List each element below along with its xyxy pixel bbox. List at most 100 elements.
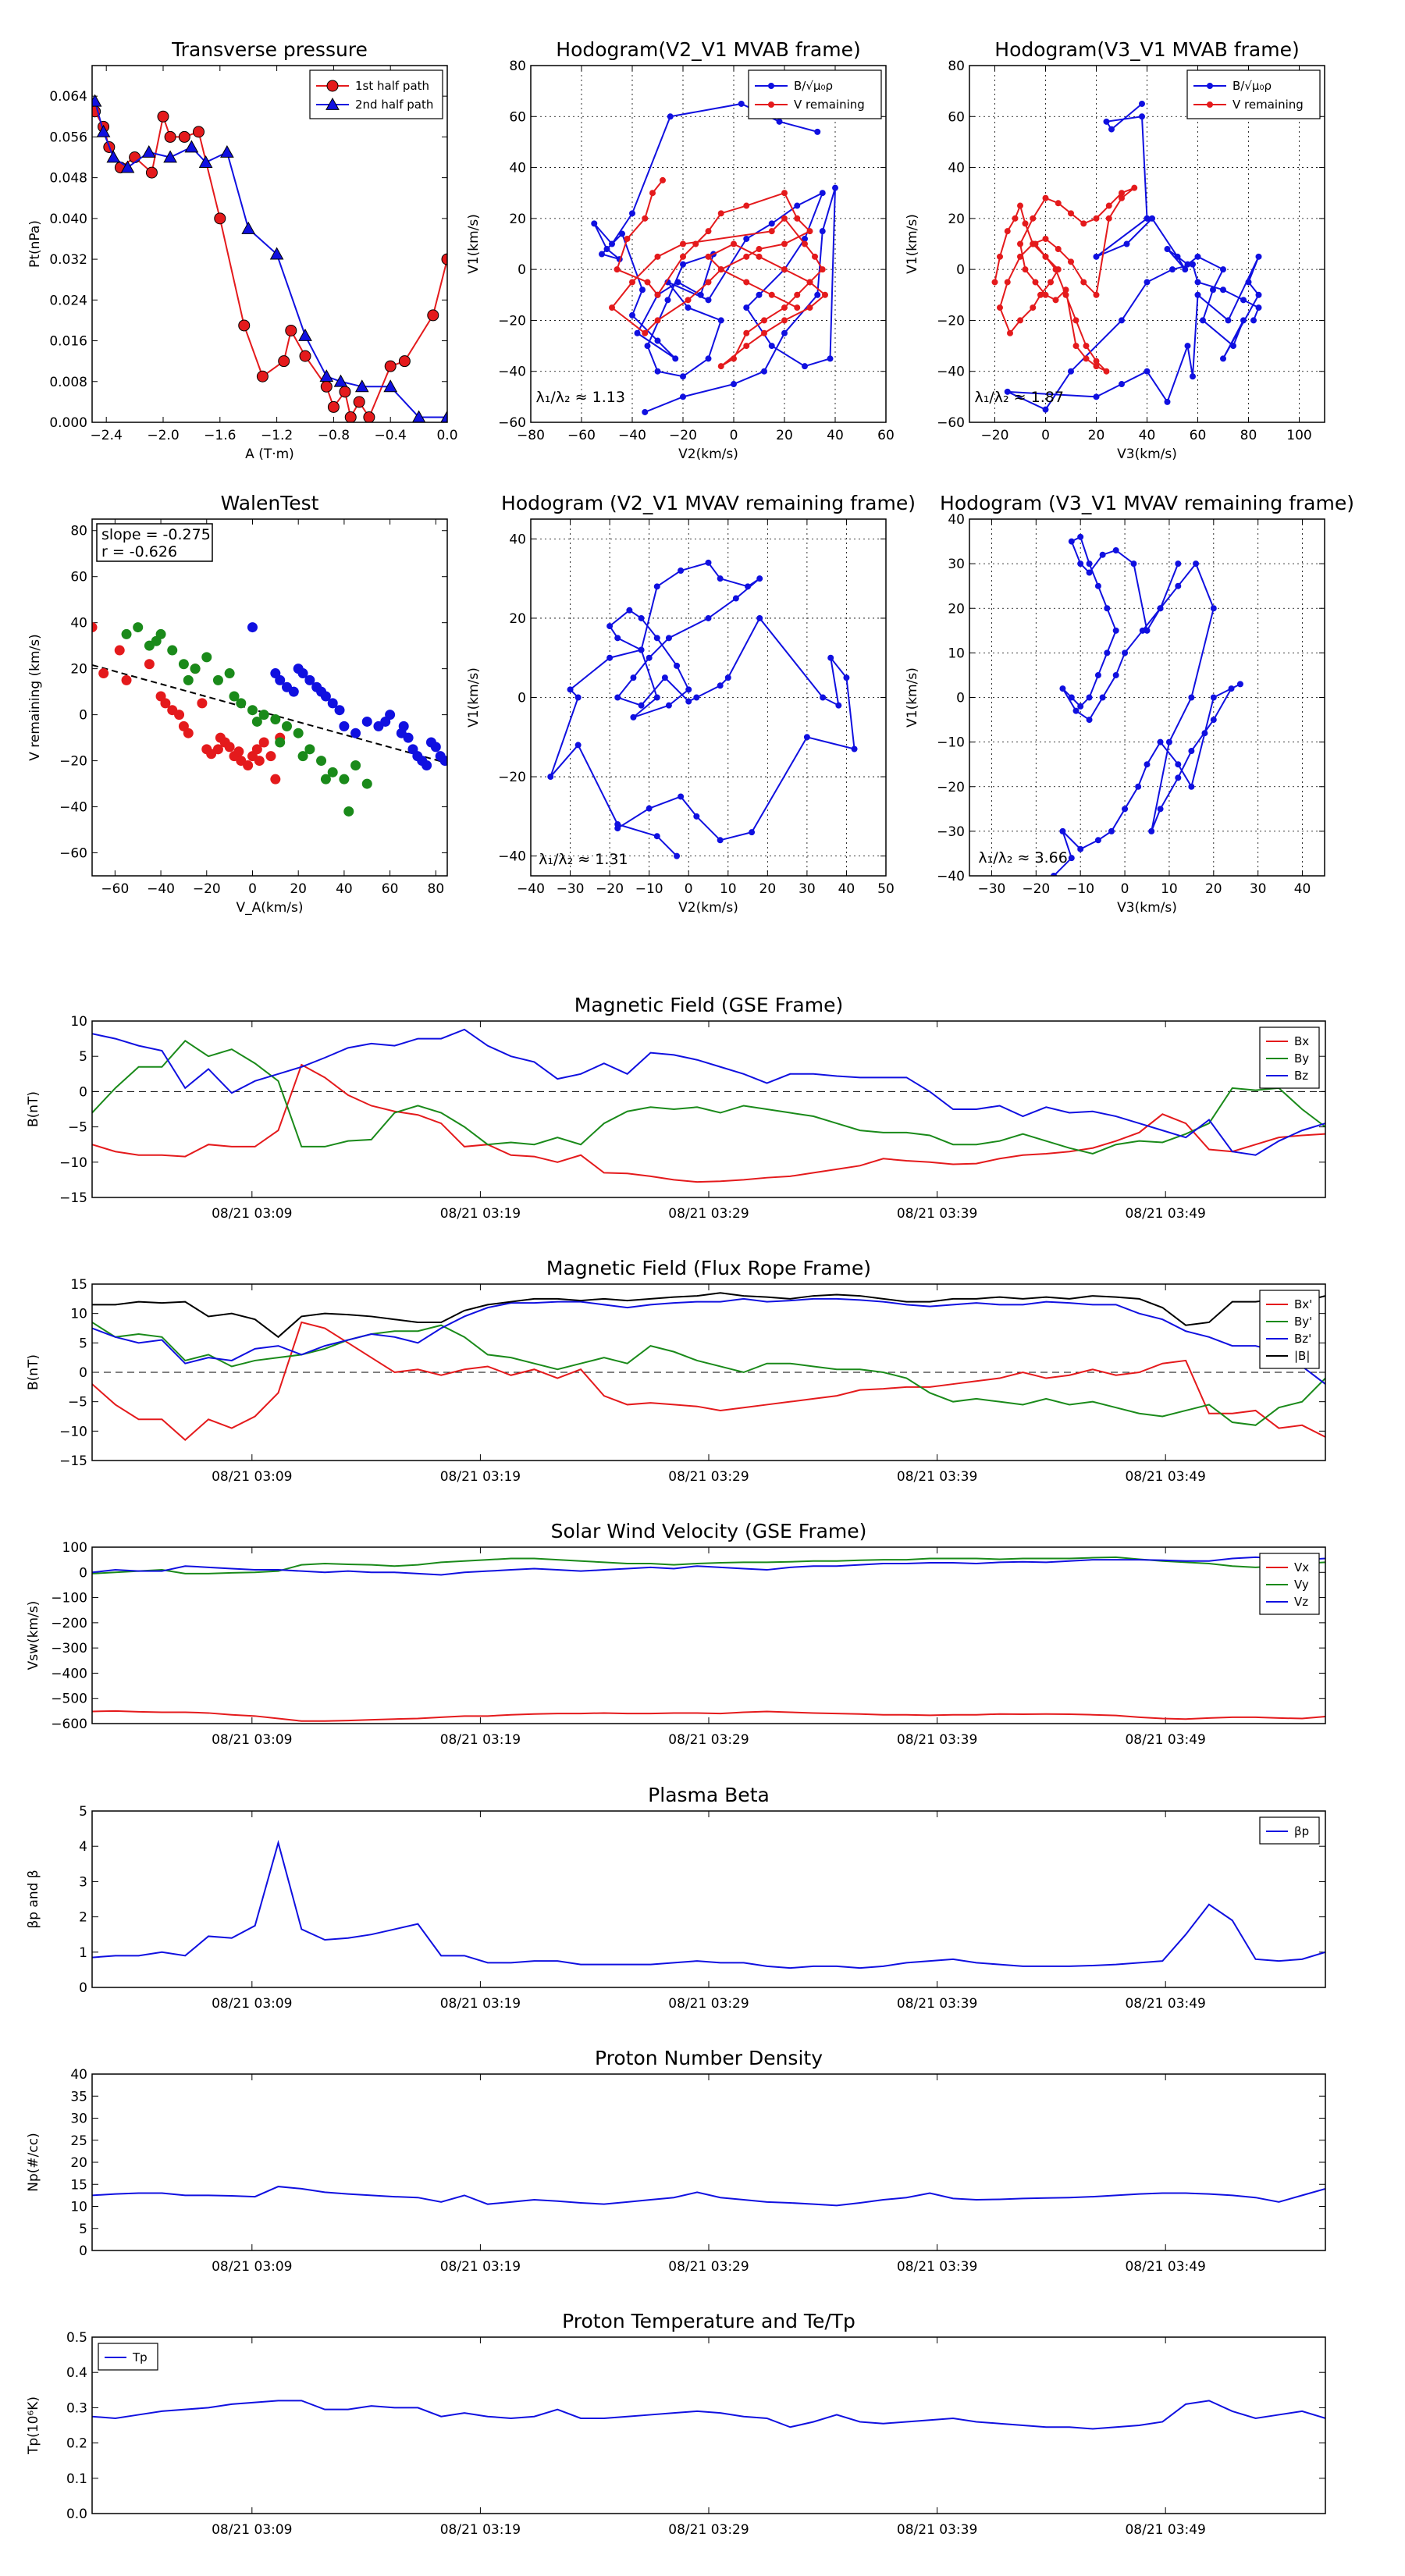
- data-point: [350, 760, 361, 770]
- y-axis-label: Tp(10⁶K): [26, 2396, 41, 2455]
- data-point: [743, 279, 750, 286]
- data-point: [1210, 694, 1217, 701]
- data-point: [178, 659, 189, 670]
- data-point: [243, 760, 254, 770]
- timeseries-panel-0: 08/21 03:09 08/21 03:19 08/21 03:29 08/21 0…: [26, 994, 1326, 1222]
- data-point: [320, 380, 333, 393]
- data-point: [327, 698, 338, 709]
- data-point: [697, 291, 704, 298]
- scatter-panel-3: −60 −40 −20 0 20 40 60 80 −60 −40 −20 0 20 40 60 80 Wale…: [27, 492, 448, 916]
- data-point: [238, 319, 251, 332]
- data-point: [732, 595, 739, 602]
- y-tick-label: 0.048: [49, 171, 87, 187]
- y-tick-label: 60: [70, 570, 87, 585]
- y-tick-label: −5: [68, 1395, 87, 1411]
- y-axis-label: Np(#/cc): [26, 2133, 41, 2191]
- time-tick-label: 08/21 03:09: [212, 2259, 292, 2275]
- data-point: [293, 728, 304, 738]
- data-point: [1220, 266, 1226, 273]
- time-tick-label: 08/21 03:09: [212, 1996, 292, 2012]
- y-axis-label: V remaining (km/s): [27, 634, 43, 761]
- data-point: [717, 363, 724, 370]
- scatter-panel-frame: [530, 65, 887, 423]
- series-0: [591, 100, 838, 415]
- data-point: [1157, 738, 1164, 745]
- data-point: [269, 247, 284, 260]
- data-point: [705, 559, 712, 566]
- data-point: [1131, 184, 1138, 191]
- data-point: [1112, 671, 1119, 678]
- data-point: [812, 253, 818, 260]
- data-point: [151, 635, 162, 646]
- legend-label: Bz': [1294, 1332, 1311, 1346]
- ratio-annotation: λ₁/λ₂ ≈ 1.13: [536, 389, 625, 406]
- legend-label: Bz: [1294, 1069, 1308, 1083]
- time-tick-label: 08/21 03:09: [212, 1206, 292, 1222]
- data-point: [680, 393, 686, 400]
- data-point: [756, 575, 763, 582]
- data-point: [654, 368, 661, 375]
- y-tick-label: 10: [70, 2200, 87, 2215]
- data-point: [606, 623, 614, 630]
- data-point: [343, 806, 354, 817]
- y-tick-label: 5: [79, 1336, 87, 1351]
- data-point: [121, 628, 132, 639]
- data-point: [184, 140, 199, 153]
- data-point: [678, 568, 685, 575]
- data-point: [1080, 220, 1087, 227]
- data-point: [1122, 649, 1129, 656]
- x-tick-label: 60: [382, 881, 399, 897]
- data-point: [644, 343, 651, 350]
- data-point: [705, 228, 712, 235]
- data-point: [1083, 343, 1090, 350]
- data-point: [653, 583, 660, 590]
- data-point: [1210, 286, 1216, 294]
- data-point: [705, 253, 712, 260]
- data-point: [794, 304, 801, 311]
- data-point: [743, 304, 750, 311]
- data-point: [1193, 560, 1200, 568]
- legend: βp: [1259, 1816, 1320, 1845]
- timeseries-panel-frame: [91, 1283, 1326, 1461]
- x-tick-label: −20: [596, 881, 624, 897]
- y-tick-label: 0: [79, 1084, 87, 1100]
- data-point: [197, 698, 208, 709]
- x-tick-label: 20: [1088, 428, 1105, 443]
- data-point: [1201, 730, 1208, 737]
- data-point: [333, 374, 348, 387]
- y-tick-label: 20: [948, 212, 965, 227]
- panel-title: WalenTest: [221, 492, 319, 514]
- y-tick-label: −10: [937, 735, 965, 751]
- data-point: [1250, 317, 1257, 324]
- data-point: [1194, 291, 1201, 298]
- y-tick-label: 1: [79, 1945, 87, 1961]
- y-tick-label: −60: [498, 415, 526, 431]
- time-tick-label: 08/21 03:39: [897, 1206, 977, 1222]
- data-point: [1188, 783, 1195, 790]
- data-point: [297, 668, 308, 679]
- data-point: [827, 355, 834, 362]
- data-point: [819, 190, 826, 197]
- data-point: [1139, 113, 1145, 120]
- ratio-annotation: λ₁/λ₂ ≈ 1.31: [539, 851, 628, 868]
- y-tick-label: 20: [70, 2155, 87, 2171]
- y-tick-label: 0.024: [49, 293, 87, 308]
- data-point: [1068, 538, 1075, 545]
- time-tick-label: 08/21 03:39: [897, 2522, 977, 2538]
- data-point: [1012, 215, 1019, 222]
- y-tick-label: 0: [956, 691, 965, 706]
- timeseries-panel-frame: [91, 1020, 1326, 1198]
- data-point: [270, 714, 281, 725]
- x-tick-label: −2.0: [147, 428, 179, 443]
- data-point: [164, 130, 176, 143]
- data-point: [802, 240, 808, 247]
- legend-frame: [748, 69, 882, 119]
- data-point: [1157, 806, 1164, 813]
- x-tick-label: −0.4: [375, 428, 407, 443]
- data-point: [685, 304, 692, 311]
- data-point: [642, 215, 649, 222]
- y-tick-label: −5: [68, 1120, 87, 1136]
- data-point: [717, 682, 724, 689]
- data-point: [1017, 240, 1023, 247]
- data-point: [1144, 368, 1151, 375]
